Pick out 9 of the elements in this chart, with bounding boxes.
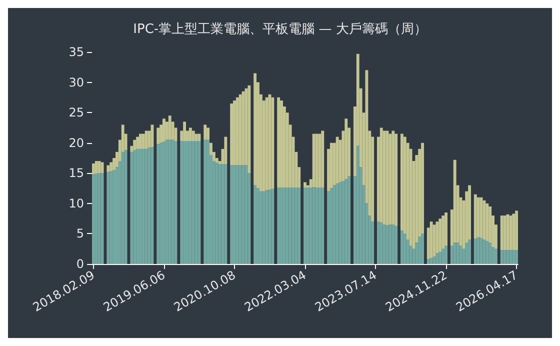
y-tick-label: 5 — [76, 226, 84, 241]
chart-title: IPC-掌上型工業電腦、平板電腦 — 大戶籌碼（周） — [133, 22, 427, 37]
y-tick-label: 10 — [68, 196, 84, 210]
y-tick-label: 35 — [68, 45, 84, 59]
y-tick-label: 15 — [68, 166, 84, 180]
y-tick-label: 30 — [68, 75, 84, 90]
y-tick-label: 20 — [68, 136, 84, 150]
y-tick-label: 25 — [68, 106, 84, 120]
y-tick-label: 0 — [76, 257, 84, 271]
